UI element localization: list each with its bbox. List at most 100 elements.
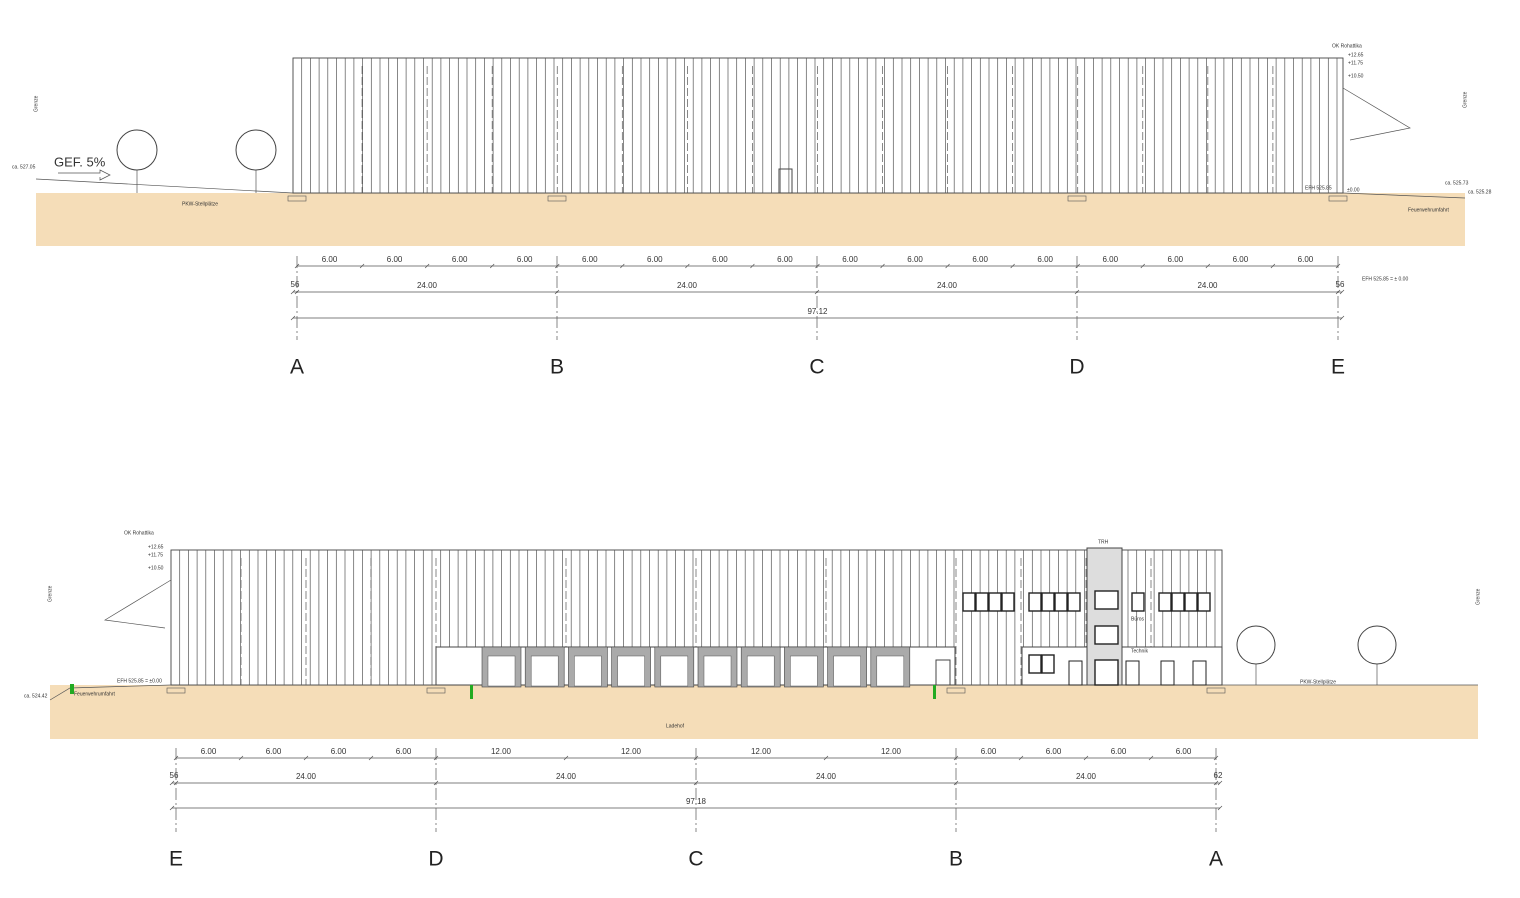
- dim-label: 6.00: [842, 255, 858, 264]
- level-label: ±0.00: [1347, 187, 1360, 193]
- dim-tick: [1339, 315, 1345, 321]
- level-label: EFH 525.85 = ±0.00: [117, 678, 162, 684]
- window: [1028, 654, 1042, 674]
- axis-label: A: [290, 356, 304, 379]
- dock-door-panel: [833, 655, 861, 687]
- window: [1094, 590, 1119, 610]
- axis-label: E: [169, 848, 183, 871]
- tree: [1357, 625, 1397, 665]
- window: [1094, 659, 1119, 686]
- dim-tick: [359, 263, 365, 269]
- dim-tick: [1217, 780, 1223, 786]
- dim-label: 12.00: [751, 747, 772, 756]
- dim-label: 12.00: [621, 747, 642, 756]
- dim-tick: [750, 263, 755, 269]
- slope-label: GEF. 5%: [54, 154, 106, 169]
- canopy: [103, 579, 172, 629]
- window: [975, 592, 989, 612]
- dim-label: 24.00: [1197, 281, 1218, 290]
- window: [1041, 654, 1055, 674]
- dim-label: 6.00: [647, 255, 663, 264]
- axis-label: D: [428, 848, 443, 871]
- dim-label: 97.12: [807, 307, 828, 316]
- window: [1028, 592, 1042, 612]
- foundation: [287, 195, 307, 202]
- axis-label: B: [949, 848, 963, 871]
- dim-label: 6.00: [1168, 255, 1184, 264]
- dim-label: 24.00: [417, 281, 438, 290]
- dim-label: 6.00: [331, 747, 347, 756]
- dim-tick: [169, 805, 175, 811]
- dim-tick: [1339, 289, 1345, 295]
- dim-tick: [815, 263, 820, 269]
- dim-tick: [290, 315, 296, 321]
- window: [1197, 592, 1211, 612]
- ground: [36, 193, 1465, 246]
- level-label: +12.65: [148, 544, 164, 550]
- dock-door-panel: [790, 655, 818, 687]
- dim-label: 24.00: [296, 772, 317, 781]
- dim-label: 24.00: [816, 772, 837, 781]
- dock-door-panel: [617, 655, 645, 687]
- door: [1068, 660, 1083, 686]
- boundary-label: Grenze: [1475, 588, 1481, 605]
- dim-label: 24.00: [556, 772, 577, 781]
- fence: [933, 685, 936, 699]
- axis-label: A: [1209, 848, 1223, 871]
- level-label: ca. 525.28: [1468, 189, 1492, 195]
- boundary-label: Grenze: [33, 95, 39, 112]
- area-label: Feuerwehrumfahrt: [1408, 207, 1449, 213]
- dim-tick: [1018, 755, 1024, 761]
- dim-tick: [1083, 755, 1089, 761]
- dim-label: 62: [1214, 771, 1223, 780]
- window: [1067, 592, 1081, 612]
- dim-tick: [1205, 263, 1211, 269]
- dim-label: 6.00: [582, 255, 598, 264]
- roof-label: OK Rohattika: [1332, 43, 1362, 49]
- tree: [116, 129, 158, 171]
- room-label: Technik: [1131, 648, 1148, 654]
- window: [1184, 592, 1198, 612]
- boundary-label: Grenze: [47, 585, 53, 602]
- axis-label: B: [550, 356, 564, 379]
- dim-tick: [238, 755, 244, 761]
- fence: [470, 685, 473, 699]
- tree: [1236, 625, 1276, 665]
- window: [1131, 592, 1145, 612]
- window: [1054, 592, 1068, 612]
- level-label: ca. 524.42: [24, 693, 48, 699]
- dim-label: 24.00: [1076, 772, 1097, 781]
- level-label: +11.75: [148, 552, 163, 558]
- ground: [50, 685, 1478, 739]
- door: [778, 168, 793, 194]
- level-label: ca. 527.05: [12, 164, 36, 170]
- canopy: [1342, 87, 1411, 141]
- dim-tick: [563, 755, 569, 761]
- dim-label: 6.00: [322, 255, 338, 264]
- foundation: [1206, 687, 1226, 694]
- dim-label: 6.00: [266, 747, 282, 756]
- level-label: +12.65: [1348, 52, 1364, 58]
- dim-tick: [1148, 755, 1154, 761]
- window: [1041, 592, 1055, 612]
- dim-tick: [620, 263, 625, 269]
- level-label: ca. 525.73: [1445, 180, 1469, 186]
- room-label: Büros: [1131, 616, 1145, 622]
- dim-label: 6.00: [517, 255, 533, 264]
- door: [935, 659, 951, 686]
- level-label: +10.50: [1348, 73, 1364, 79]
- dim-label: 6.00: [201, 747, 217, 756]
- area-label: PKW-Stellplätze: [1300, 679, 1336, 685]
- dock-volume: [435, 646, 956, 686]
- window: [1171, 592, 1185, 612]
- window: [1158, 592, 1172, 612]
- dim-label: 6.00: [1298, 255, 1314, 264]
- foundation: [1328, 195, 1348, 202]
- door: [1192, 660, 1207, 686]
- door: [1125, 660, 1140, 686]
- dock-door-panel: [574, 655, 602, 687]
- dim-label: 6.00: [1102, 255, 1118, 264]
- dim-tick: [1010, 263, 1015, 269]
- dock-door-panel: [530, 655, 559, 687]
- dim-tick: [1140, 263, 1146, 269]
